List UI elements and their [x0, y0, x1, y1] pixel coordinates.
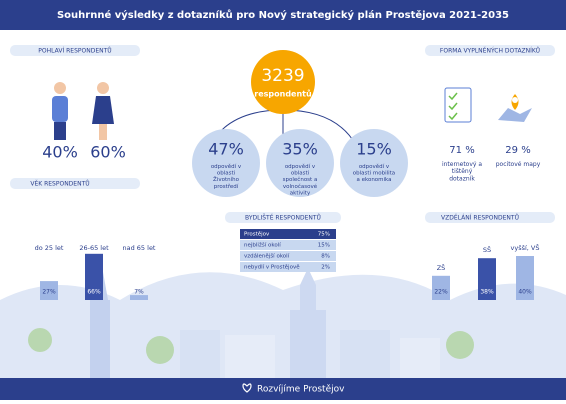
gender-value: 60%	[90, 143, 126, 162]
heading: BYDLIŠTĚ RESPONDENTŮ	[245, 214, 321, 222]
bar-label: 27%	[42, 289, 56, 296]
heading: VZDĚLÁNÍ RESPONDENTŮ	[441, 214, 519, 222]
bar-label: 22%	[434, 289, 448, 296]
total-label: respondentů	[254, 89, 312, 99]
total-number: 3239	[261, 66, 304, 86]
topic-text: odpovědí v oblasti mobilita a ekonomika	[353, 163, 395, 183]
table-cell: nejbližší okolí	[244, 242, 281, 249]
bar	[85, 253, 103, 300]
heading: POHLAVÍ RESPONDENTŮ	[38, 48, 111, 55]
bar-category: nad 65 let	[123, 244, 156, 252]
topic-value: 35%	[282, 140, 318, 159]
bar	[130, 295, 148, 300]
table-cell: 2%	[321, 265, 330, 271]
heading-pill	[225, 212, 341, 223]
bar	[432, 275, 450, 300]
bar	[40, 281, 58, 300]
topic-value: 47%	[208, 140, 244, 159]
heading-pill	[425, 45, 555, 56]
table-row	[240, 240, 336, 250]
table-cell: 8%	[321, 254, 330, 260]
topic-value: 15%	[356, 140, 392, 159]
bar	[478, 258, 496, 300]
table-row	[240, 262, 336, 272]
table-row	[240, 229, 336, 239]
bar-label: 66%	[87, 289, 101, 296]
footer-text: Rozvíjíme Prostějov	[257, 385, 345, 395]
topic-circle	[192, 129, 260, 197]
table-cell: vzdálenější okolí	[244, 253, 290, 260]
topic-circle	[266, 129, 334, 197]
bar-label: 40%	[518, 289, 532, 296]
total-circle	[251, 50, 315, 114]
table-row	[240, 251, 336, 261]
bar-category: ZŠ	[437, 263, 446, 272]
bar	[516, 256, 534, 300]
heading-pill	[10, 178, 140, 189]
form-text: internetový a tištěný dotazník	[442, 161, 482, 182]
bar-label: 7%	[134, 289, 144, 296]
topic-circle	[340, 129, 408, 197]
table-cell: nebydlí v Prostějově	[244, 264, 300, 271]
bar-category: 26-65 let	[79, 244, 109, 252]
bar-label: 38%	[480, 289, 494, 296]
heading: VĚK RESPONDENTŮ	[30, 180, 89, 188]
footer-bar	[0, 378, 566, 400]
bar-category: SŠ	[483, 245, 491, 254]
heading-pill	[425, 212, 555, 223]
figures	[52, 82, 114, 140]
title: Souhrnné výsledky z dotazníků pro Nový s…	[57, 8, 509, 21]
title-bar	[0, 0, 566, 30]
form-value: 71 %	[449, 145, 474, 156]
bar-category: vyšší, VŠ	[511, 243, 540, 252]
heading-pill	[10, 45, 140, 56]
heading: FORMA VYPLNĚNÝCH DOTAZNÍKŮ	[440, 47, 540, 55]
topic-text: odpovědí v oblasti společnost a volnočasové…	[283, 163, 318, 196]
heart-icon	[242, 383, 252, 393]
bar-category: do 25 let	[35, 244, 64, 252]
table-cell: 15%	[318, 243, 330, 249]
form-icons	[444, 87, 532, 123]
form-value: 29 %	[505, 145, 530, 156]
gender-value: 40%	[42, 143, 78, 162]
topic-text: odpovědí v oblasti Životního prostředí	[211, 163, 242, 190]
table-cell: 75%	[318, 232, 330, 238]
table-cell: Prostějov	[244, 231, 270, 238]
form-text: pocitové mapy	[496, 161, 541, 168]
